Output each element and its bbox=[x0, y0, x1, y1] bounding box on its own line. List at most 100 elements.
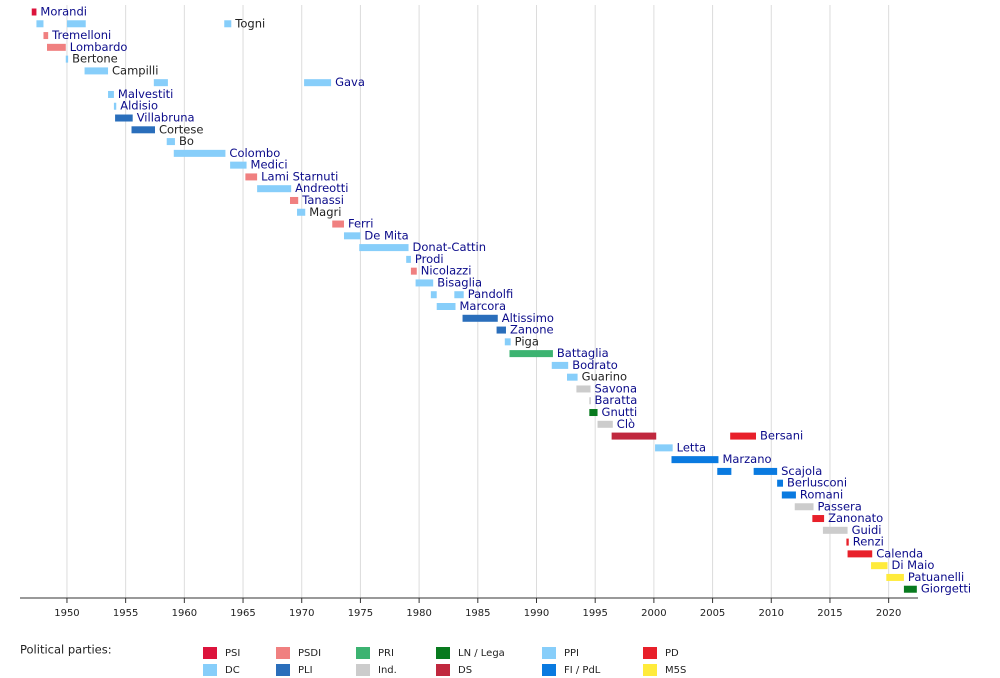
x-tick-label: 2000 bbox=[641, 608, 666, 619]
term-bar bbox=[846, 538, 849, 546]
minister-label: Berlusconi bbox=[787, 476, 847, 490]
term-bar bbox=[509, 350, 553, 358]
minister-label: Bodrato bbox=[572, 358, 618, 372]
term-bar bbox=[812, 515, 825, 523]
term-bar bbox=[415, 279, 434, 287]
term-bar bbox=[115, 114, 133, 122]
term-bar bbox=[717, 467, 732, 475]
x-tick-label: 1960 bbox=[172, 608, 197, 619]
minister-label: Calenda bbox=[876, 546, 923, 560]
term-bar bbox=[822, 526, 848, 534]
minister-label: Nicolazzi bbox=[421, 264, 472, 278]
minister-label: Scajola bbox=[781, 464, 822, 478]
minister-label: Bo bbox=[179, 134, 194, 148]
term-bar bbox=[245, 173, 258, 181]
term-bar bbox=[113, 102, 117, 110]
minister-label: Lombardo bbox=[70, 40, 128, 54]
legend-swatch bbox=[436, 647, 450, 659]
term-bar bbox=[551, 361, 569, 369]
minister-label: Bersani bbox=[760, 429, 803, 443]
minister-label: Colombo bbox=[229, 146, 280, 160]
term-bar bbox=[597, 420, 613, 428]
minister-label: Letta bbox=[677, 440, 706, 454]
term-bar bbox=[406, 255, 411, 263]
term-bar bbox=[343, 232, 361, 240]
x-tick-label: 1965 bbox=[230, 608, 255, 619]
term-bar bbox=[671, 456, 719, 464]
minister-label: Di Maio bbox=[891, 558, 934, 572]
term-bar bbox=[847, 550, 873, 558]
minister-label: Zanone bbox=[510, 323, 554, 337]
term-bar bbox=[332, 220, 344, 228]
legend-label: DC bbox=[225, 665, 240, 676]
term-bar bbox=[611, 432, 657, 440]
minister-label: Bisaglia bbox=[437, 275, 482, 289]
term-bar bbox=[66, 20, 86, 28]
term-bar bbox=[173, 149, 226, 157]
legend-label: M5S bbox=[665, 665, 686, 676]
term-bar bbox=[576, 385, 591, 393]
minister-label: Tanassi bbox=[301, 193, 344, 207]
term-bar bbox=[131, 126, 155, 134]
term-bar bbox=[31, 8, 37, 16]
minister-label: Malvestiti bbox=[118, 87, 173, 101]
legend-label: PSI bbox=[225, 648, 240, 659]
minister-label: Giorgetti bbox=[921, 582, 971, 596]
term-bar bbox=[257, 185, 292, 193]
minister-label: Morandi bbox=[40, 5, 87, 19]
minister-label: Renzi bbox=[853, 535, 884, 549]
minister-label: Medici bbox=[251, 158, 288, 172]
term-bar bbox=[297, 208, 306, 216]
minister-label: Donat-Cattin bbox=[413, 240, 486, 254]
term-bar bbox=[454, 291, 464, 299]
legend-label: Ind. bbox=[378, 665, 397, 676]
minister-label: Gava bbox=[335, 75, 365, 89]
x-tick-label: 1995 bbox=[582, 608, 607, 619]
minister-label: Campilli bbox=[112, 63, 158, 77]
legend-label: DS bbox=[458, 665, 472, 676]
term-bar bbox=[589, 409, 598, 417]
term-bar bbox=[84, 67, 109, 75]
minister-label: Battaglia bbox=[557, 346, 609, 360]
term-bar bbox=[655, 444, 673, 452]
minister-label: Magri bbox=[309, 205, 341, 219]
x-tick-label: 2015 bbox=[817, 608, 842, 619]
legend-swatch bbox=[276, 664, 290, 676]
term-bar bbox=[108, 90, 114, 98]
minister-label: Marcora bbox=[460, 299, 507, 313]
minister-label: Pandolfi bbox=[468, 287, 514, 301]
term-bar bbox=[730, 432, 757, 440]
term-bar bbox=[781, 491, 796, 499]
term-bar bbox=[46, 43, 66, 51]
term-bar bbox=[436, 303, 456, 310]
minister-label: Piga bbox=[515, 334, 539, 348]
legend-label: PPI bbox=[564, 648, 579, 659]
minister-label: Ferri bbox=[348, 217, 374, 231]
term-bar bbox=[886, 573, 904, 581]
term-bar bbox=[496, 326, 506, 334]
minister-label: Patuanelli bbox=[908, 570, 964, 584]
minister-label: Prodi bbox=[415, 252, 444, 266]
minister-label: Togni bbox=[234, 16, 265, 30]
minister-label: Guidi bbox=[852, 523, 882, 537]
legend-label: FI / PdL bbox=[564, 665, 601, 676]
x-tick-label: 2010 bbox=[759, 608, 784, 619]
x-tick-label: 1985 bbox=[465, 608, 490, 619]
legend-swatch bbox=[643, 664, 657, 676]
minister-label: Savona bbox=[594, 381, 637, 395]
x-tick-label: 1955 bbox=[113, 608, 138, 619]
legend-swatch bbox=[203, 664, 217, 676]
x-tick-label: 1990 bbox=[524, 608, 549, 619]
term-bar bbox=[153, 79, 168, 87]
minister-label: Gnutti bbox=[602, 405, 638, 419]
term-bar bbox=[567, 373, 578, 381]
legend-swatch bbox=[542, 664, 556, 676]
minister-label: De Mita bbox=[364, 228, 408, 242]
term-bar bbox=[871, 562, 888, 570]
x-tick-label: 2020 bbox=[876, 608, 901, 619]
legend-label: PSDI bbox=[298, 648, 321, 659]
term-bar bbox=[430, 291, 437, 299]
term-bar bbox=[36, 20, 44, 28]
legend-label: PLI bbox=[298, 665, 313, 676]
